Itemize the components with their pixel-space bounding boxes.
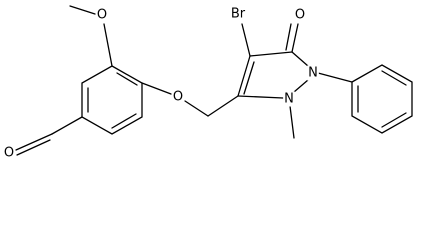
label-background — [2, 145, 16, 161]
bond — [207, 95, 239, 117]
double-bond — [243, 61, 255, 95]
bond — [237, 95, 284, 99]
bonds — [15, 5, 413, 156]
bond — [51, 116, 83, 135]
double-bond — [381, 70, 407, 86]
bond — [291, 51, 309, 67]
bond — [249, 51, 293, 57]
bond — [15, 133, 53, 151]
atom-label: N — [284, 92, 294, 107]
atom-label: O — [295, 8, 305, 23]
atom-label: O — [4, 146, 14, 161]
molecule-diagram: O O Br O N N O — [2, 5, 413, 161]
bond — [69, 5, 96, 15]
double-bond — [116, 72, 138, 86]
bond — [293, 79, 309, 93]
bond — [103, 23, 113, 67]
label-background — [283, 91, 295, 107]
atom-label: Br — [231, 7, 246, 22]
atom-label: O — [97, 8, 107, 23]
bond — [184, 100, 209, 117]
bond — [241, 23, 251, 57]
bond — [237, 55, 251, 97]
bond — [141, 82, 172, 95]
bond — [291, 23, 299, 53]
label-background — [307, 65, 319, 81]
label-background — [171, 89, 185, 105]
bond — [317, 72, 353, 83]
atom-label: N — [308, 66, 318, 81]
double-bond — [16, 139, 51, 156]
bond — [289, 105, 295, 139]
benzene-ring — [81, 65, 143, 135]
double-bond — [285, 23, 292, 51]
label-background — [95, 7, 109, 23]
label-background — [293, 7, 307, 23]
phenyl-ring — [351, 64, 413, 134]
label-background — [229, 6, 247, 22]
double-bond — [381, 112, 407, 128]
double-bond — [111, 113, 137, 129]
atom-label: O — [173, 90, 183, 105]
